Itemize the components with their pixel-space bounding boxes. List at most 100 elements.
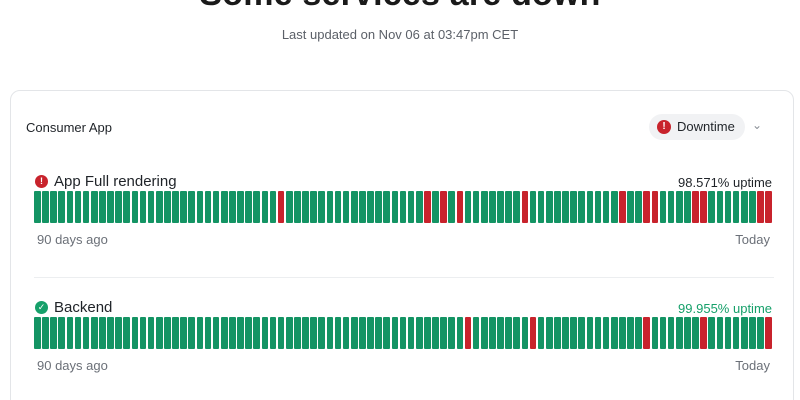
day-bar-operational[interactable] <box>708 191 716 223</box>
day-bar-operational[interactable] <box>229 317 236 349</box>
day-bar-operational[interactable] <box>708 317 716 349</box>
day-bar-operational[interactable] <box>684 191 691 223</box>
day-bar-operational[interactable] <box>212 191 220 223</box>
day-bar-operational[interactable] <box>269 317 277 349</box>
day-bar-operational[interactable] <box>554 191 561 223</box>
day-bar-operational[interactable] <box>675 317 683 349</box>
day-bar-operational[interactable] <box>99 191 106 223</box>
day-bar-operational[interactable] <box>440 317 447 349</box>
day-bar-operational[interactable] <box>180 191 187 223</box>
day-bar-operational[interactable] <box>602 317 610 349</box>
day-bar-operational[interactable] <box>220 191 228 223</box>
day-bar-downtime[interactable] <box>765 191 772 223</box>
day-bar-operational[interactable] <box>716 191 724 223</box>
day-bar-operational[interactable] <box>464 191 472 223</box>
day-bar-downtime[interactable] <box>424 191 431 223</box>
day-bar-operational[interactable] <box>334 191 342 223</box>
day-bar-downtime[interactable] <box>456 191 464 223</box>
day-bar-operational[interactable] <box>58 317 65 349</box>
day-bar-operational[interactable] <box>269 191 277 223</box>
day-bar-operational[interactable] <box>155 317 163 349</box>
day-bar-operational[interactable] <box>415 191 423 223</box>
day-bar-operational[interactable] <box>448 191 456 223</box>
day-bar-operational[interactable] <box>578 191 586 223</box>
day-bar-operational[interactable] <box>147 317 155 349</box>
day-bar-operational[interactable] <box>90 317 98 349</box>
day-bar-operational[interactable] <box>147 191 155 223</box>
day-bar-operational[interactable] <box>651 317 659 349</box>
day-bar-operational[interactable] <box>716 317 724 349</box>
day-bar-operational[interactable] <box>383 191 391 223</box>
day-bar-operational[interactable] <box>497 191 504 223</box>
day-bar-operational[interactable] <box>586 317 594 349</box>
day-bar-operational[interactable] <box>383 317 391 349</box>
day-bar-operational[interactable] <box>172 191 179 223</box>
day-bar-operational[interactable] <box>107 317 114 349</box>
day-bar-downtime[interactable] <box>440 191 447 223</box>
day-bar-operational[interactable] <box>350 191 358 223</box>
day-bar-operational[interactable] <box>375 317 382 349</box>
day-bar-operational[interactable] <box>489 317 496 349</box>
day-bar-operational[interactable] <box>34 317 41 349</box>
day-bar-operational[interactable] <box>74 317 82 349</box>
day-bar-operational[interactable] <box>310 317 317 349</box>
day-bar-operational[interactable] <box>164 191 171 223</box>
day-bar-operational[interactable] <box>562 317 569 349</box>
day-bar-operational[interactable] <box>513 317 521 349</box>
day-bar-operational[interactable] <box>432 317 439 349</box>
day-bar-operational[interactable] <box>367 317 374 349</box>
day-bar-operational[interactable] <box>318 317 326 349</box>
day-bar-operational[interactable] <box>58 191 65 223</box>
day-bar-operational[interactable] <box>740 317 748 349</box>
day-bar-operational[interactable] <box>139 317 147 349</box>
day-bar-operational[interactable] <box>350 317 358 349</box>
day-bar-operational[interactable] <box>757 317 764 349</box>
day-bar-operational[interactable] <box>302 317 309 349</box>
day-bar-operational[interactable] <box>513 191 521 223</box>
group-status-badge[interactable]: ! Downtime <box>649 114 745 140</box>
day-bar-operational[interactable] <box>285 317 293 349</box>
day-bar-downtime[interactable] <box>757 191 764 223</box>
day-bar-operational[interactable] <box>749 191 756 223</box>
day-bar-operational[interactable] <box>659 191 667 223</box>
day-bar-operational[interactable] <box>318 191 326 223</box>
day-bar-operational[interactable] <box>155 191 163 223</box>
day-bar-operational[interactable] <box>724 191 732 223</box>
day-bar-operational[interactable] <box>749 317 756 349</box>
day-bar-operational[interactable] <box>42 191 49 223</box>
day-bar-operational[interactable] <box>489 191 496 223</box>
day-bar-operational[interactable] <box>285 191 293 223</box>
day-bar-downtime[interactable] <box>651 191 659 223</box>
day-bar-operational[interactable] <box>99 317 106 349</box>
day-bar-operational[interactable] <box>692 317 699 349</box>
day-bar-operational[interactable] <box>172 317 179 349</box>
day-bar-operational[interactable] <box>334 317 342 349</box>
day-bar-operational[interactable] <box>627 191 634 223</box>
day-bar-operational[interactable] <box>204 317 212 349</box>
day-bar-operational[interactable] <box>472 317 480 349</box>
day-bar-operational[interactable] <box>196 191 204 223</box>
day-bar-operational[interactable] <box>123 191 130 223</box>
day-bar-operational[interactable] <box>50 317 57 349</box>
day-bar-operational[interactable] <box>237 317 244 349</box>
day-bar-operational[interactable] <box>545 317 553 349</box>
day-bar-operational[interactable] <box>724 317 732 349</box>
day-bar-operational[interactable] <box>399 317 407 349</box>
day-bar-operational[interactable] <box>115 191 122 223</box>
day-bar-operational[interactable] <box>66 191 74 223</box>
day-bar-operational[interactable] <box>635 191 642 223</box>
day-bar-operational[interactable] <box>432 191 439 223</box>
day-bar-operational[interactable] <box>570 191 577 223</box>
day-bar-operational[interactable] <box>253 317 261 349</box>
day-bar-operational[interactable] <box>684 317 691 349</box>
day-bar-operational[interactable] <box>204 191 212 223</box>
day-bar-operational[interactable] <box>537 191 545 223</box>
day-bar-operational[interactable] <box>570 317 577 349</box>
day-bar-operational[interactable] <box>586 191 594 223</box>
day-bar-operational[interactable] <box>667 317 675 349</box>
day-bar-operational[interactable] <box>391 191 399 223</box>
day-bar-operational[interactable] <box>34 191 41 223</box>
day-bar-operational[interactable] <box>229 191 236 223</box>
day-bar-downtime[interactable] <box>643 317 651 349</box>
day-bar-operational[interactable] <box>212 317 220 349</box>
